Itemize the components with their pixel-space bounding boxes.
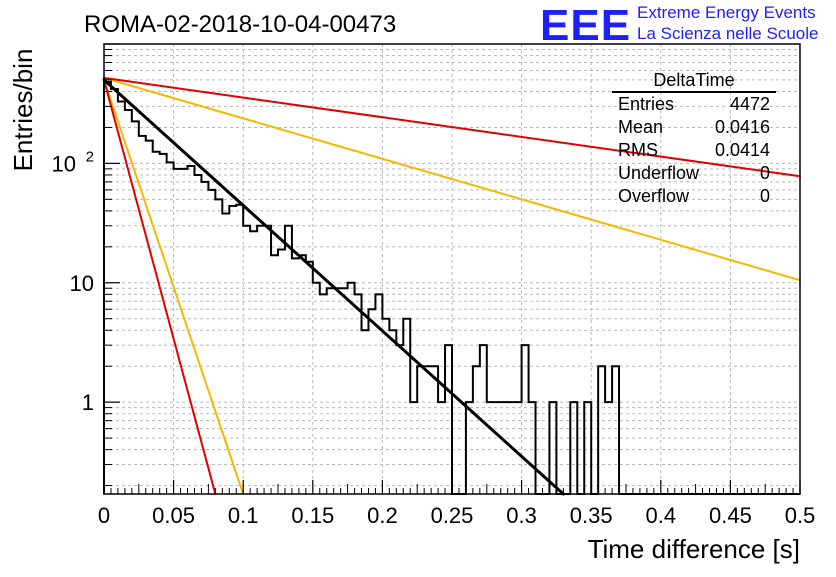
stats-value-overflow: 0 xyxy=(760,186,770,206)
stats-label-rms: RMS xyxy=(618,140,658,160)
x-tick-labels: 0 0.05 0.1 0.15 0.2 0.25 0.3 0.35 0.4 0.45 0.5 xyxy=(98,503,815,528)
fit-curves xyxy=(102,76,801,496)
stats-value-mean: 0.0416 xyxy=(715,117,770,137)
eee-logo: EEE xyxy=(540,1,631,50)
logo-subtitle-line2: La Scienza nelle Scuole xyxy=(637,24,818,43)
stats-value-underflow: 0 xyxy=(760,163,770,183)
x-axis-title: Time difference [s] xyxy=(588,534,800,564)
stats-label-overflow: Overflow xyxy=(618,186,690,206)
x-tick-label: 0.35 xyxy=(570,503,613,528)
histogram-steps xyxy=(103,81,800,495)
x-tick-label: 0.2 xyxy=(367,503,398,528)
curve-yellow-shallow xyxy=(103,76,801,282)
x-tick-label: 0.05 xyxy=(152,503,195,528)
run-title: ROMA-02-2018-10-04-00473 xyxy=(84,11,396,38)
stats-value-rms: 0.0414 xyxy=(715,140,770,160)
x-tick-label: 0.45 xyxy=(709,503,752,528)
x-tick-label: 0.3 xyxy=(506,503,537,528)
y-tick-label-exponent: 2 xyxy=(86,148,94,165)
curve-red-steep xyxy=(103,78,217,495)
x-tick-label: 0.5 xyxy=(785,503,816,528)
y-tick-label: 10 xyxy=(52,151,76,176)
stats-box: DeltaTime Entries 4472 Mean 0.0416 RMS 0… xyxy=(612,70,776,206)
axis-ticks xyxy=(103,43,801,494)
stats-title: DeltaTime xyxy=(653,70,734,90)
stats-label-mean: Mean xyxy=(618,117,663,137)
x-tick-label: 0 xyxy=(98,503,110,528)
curve-red-shallow xyxy=(103,76,801,178)
stats-label-entries: Entries xyxy=(618,94,674,114)
curve-yellow-steep xyxy=(103,78,245,495)
y-tick-label: 1 xyxy=(82,390,94,415)
y-tick-label: 10 xyxy=(70,271,94,296)
y-tick-labels: 1 10 10 2 xyxy=(52,148,94,415)
stats-label-underflow: Underflow xyxy=(618,163,700,183)
curve-exponential-fit xyxy=(102,78,565,496)
y-axis-title: Entries/bin xyxy=(8,49,38,172)
x-tick-label: 0.4 xyxy=(646,503,677,528)
stats-value-entries: 4472 xyxy=(730,94,770,114)
x-tick-label: 0.1 xyxy=(228,503,259,528)
x-tick-label: 0.15 xyxy=(291,503,334,528)
x-tick-label: 0.25 xyxy=(431,503,474,528)
logo-subtitle-line1: Extreme Energy Events xyxy=(637,3,816,22)
